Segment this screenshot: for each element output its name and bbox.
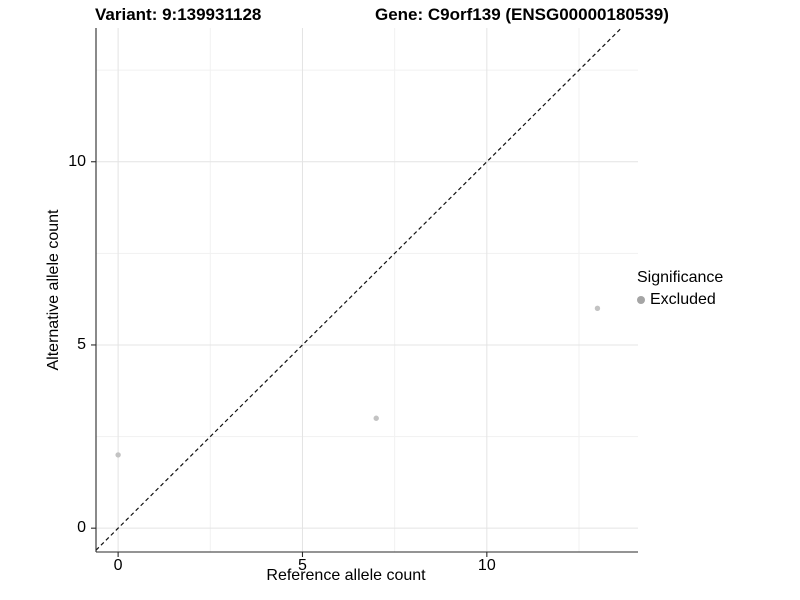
legend-item-excluded: Excluded	[637, 290, 723, 310]
data-point	[115, 452, 121, 458]
x-axis-title: Reference allele count	[266, 567, 426, 584]
x-tick-label: 10	[477, 557, 496, 574]
data-points	[115, 305, 601, 458]
y-tick-label: 5	[77, 335, 86, 353]
legend: Significance Excluded	[637, 268, 723, 310]
x-tick-label: 5	[298, 557, 307, 574]
plot-title-gene: Gene: C9orf139 (ENSG00000180539)	[375, 5, 669, 24]
y-tick-label: 0	[77, 519, 86, 537]
legend-point-icon	[637, 296, 645, 304]
x-tick-label: 0	[113, 557, 123, 574]
plot-title-variant: Variant: 9:139931128	[95, 5, 262, 24]
data-point	[373, 415, 379, 421]
axis-ticks	[91, 161, 488, 557]
identity-dashed-line	[95, 27, 622, 551]
gridlines-minor	[96, 28, 638, 552]
data-point	[594, 305, 601, 312]
legend-item-label: Excluded	[650, 291, 716, 308]
y-tick-label: 10	[68, 152, 86, 170]
gridlines-major	[96, 28, 638, 552]
legend-title: Significance	[637, 269, 724, 286]
